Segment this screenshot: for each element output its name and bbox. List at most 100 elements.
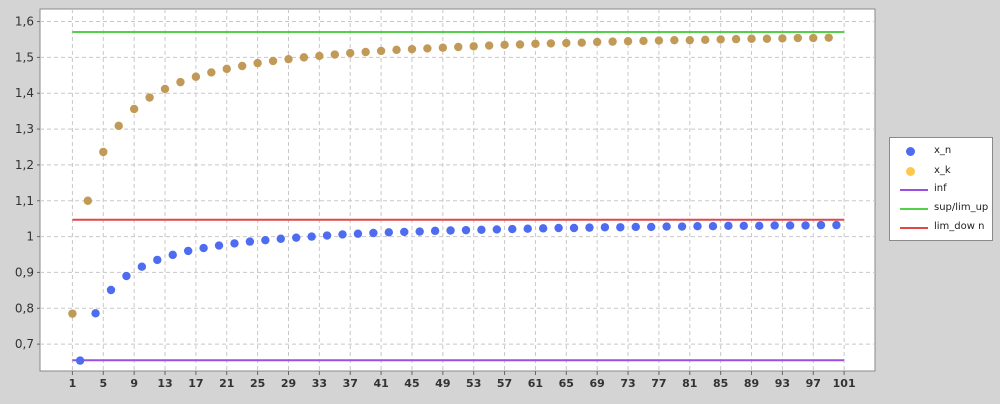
- legend-dot-icon: [906, 147, 915, 156]
- data-point-x-k: [99, 147, 108, 157]
- x-tick-label: 85: [713, 377, 728, 390]
- legend-label: inf: [934, 183, 947, 194]
- data-point-x-n: [739, 221, 749, 231]
- data-point-x-n: [569, 223, 579, 233]
- data-point-x-n: [137, 262, 147, 271]
- data-point-x-n: [415, 227, 424, 236]
- data-point-x-k: [454, 42, 463, 52]
- data-point-x-n: [677, 222, 687, 231]
- x-tick-label: 13: [157, 377, 172, 390]
- data-point-x-k: [361, 47, 370, 57]
- data-point-x-n: [755, 221, 764, 231]
- y-tick-label: 1: [26, 230, 34, 244]
- data-point-x-n: [75, 356, 85, 365]
- y-tick-label: 1,6: [15, 15, 34, 29]
- data-point-x-k: [577, 38, 586, 47]
- legend-label: x_k: [934, 165, 951, 176]
- x-tick-label: 69: [590, 377, 605, 390]
- data-point-x-n: [461, 225, 471, 235]
- data-point-x-k: [253, 58, 262, 68]
- data-point-x-k: [237, 61, 247, 71]
- data-point-x-k: [716, 35, 725, 44]
- x-tick-label: 9: [130, 377, 138, 390]
- data-point-x-k: [315, 51, 324, 61]
- x-tick-label: 57: [497, 377, 512, 390]
- legend-line-icon: [900, 189, 928, 191]
- y-tick-label: 1,3: [15, 122, 34, 136]
- x-tick-label: 21: [219, 377, 234, 390]
- data-point-x-n: [353, 229, 363, 238]
- data-point-x-k: [500, 40, 509, 50]
- data-point-x-k: [423, 44, 432, 53]
- legend-item-x-n: x_n: [890, 142, 992, 162]
- data-point-x-n: [693, 222, 702, 231]
- data-point-x-k: [114, 121, 123, 131]
- data-point-x-n: [106, 285, 116, 295]
- x-tick-label: 41: [373, 377, 388, 390]
- y-tick-label: 1,1: [15, 194, 34, 208]
- legend-label: lim_dow n: [934, 221, 985, 232]
- data-point-x-n: [430, 226, 440, 236]
- y-tick-label: 0,7: [15, 337, 34, 351]
- data-point-x-n: [245, 237, 255, 246]
- data-point-x-k: [778, 34, 787, 43]
- data-point-x-k: [809, 33, 818, 43]
- data-point-x-n: [647, 222, 656, 232]
- x-tick-label: 77: [651, 377, 666, 390]
- y-tick-label: 0,8: [15, 301, 34, 315]
- data-point-x-n: [214, 241, 224, 250]
- data-point-x-k: [546, 39, 556, 48]
- data-point-x-k: [469, 42, 478, 51]
- data-point-x-k: [608, 37, 617, 46]
- data-point-x-k: [670, 35, 679, 45]
- x-tick-label: 49: [435, 377, 450, 390]
- data-point-x-k: [747, 34, 756, 43]
- x-tick-label: 29: [281, 377, 296, 390]
- data-point-x-n: [230, 239, 239, 248]
- legend-line-icon: [900, 208, 928, 210]
- data-point-x-n: [183, 246, 193, 256]
- data-point-x-n: [616, 223, 625, 232]
- data-point-x-k: [531, 39, 540, 48]
- x-axis: 1 5 9 13 17 21 25 29 33 37 41 45 49 53 57 61 65 69 73 77 81 8…: [69, 371, 856, 390]
- x-tick-label: 25: [250, 377, 265, 390]
- data-point-x-k: [623, 37, 633, 46]
- data-point-x-k: [207, 68, 216, 77]
- y-tick-label: 1,2: [15, 158, 34, 172]
- data-point-x-n: [585, 223, 594, 232]
- x-tick-label: 81: [682, 377, 697, 390]
- data-point-x-n: [662, 222, 671, 231]
- data-point-x-k: [592, 37, 602, 47]
- legend-item-x-k: x_k: [890, 162, 992, 182]
- data-point-x-n: [400, 227, 409, 237]
- data-point-x-k: [284, 54, 293, 64]
- data-point-x-k: [407, 44, 417, 54]
- legend-line-icon: [900, 227, 928, 229]
- data-point-x-n: [492, 225, 502, 234]
- x-tick-label: 65: [559, 377, 574, 390]
- data-point-x-k: [376, 46, 386, 56]
- data-point-x-n: [816, 220, 826, 230]
- data-point-x-n: [322, 231, 332, 240]
- data-point-x-n: [724, 221, 733, 231]
- data-point-x-k: [484, 41, 494, 50]
- data-point-x-k: [793, 33, 803, 43]
- data-point-x-k: [654, 36, 664, 45]
- data-point-x-n: [708, 222, 718, 231]
- x-tick-label: 33: [312, 377, 327, 390]
- legend-item-sup-lim-up: sup/lim_up: [890, 199, 992, 219]
- data-point-x-n: [631, 222, 640, 232]
- x-tick-label: 61: [528, 377, 543, 390]
- x-tick-label: 53: [466, 377, 481, 390]
- data-point-x-k: [68, 309, 77, 318]
- data-point-x-k: [83, 196, 93, 205]
- data-point-x-k: [145, 93, 154, 102]
- data-point-x-n: [832, 220, 841, 230]
- x-tick-label: 37: [343, 377, 358, 390]
- data-point-x-n: [338, 230, 347, 239]
- x-tick-label: 5: [99, 377, 107, 390]
- data-point-x-k: [438, 43, 448, 52]
- data-point-x-k: [562, 38, 571, 48]
- legend-item-lim-down: lim_dow n: [890, 218, 992, 238]
- x-tick-label: 73: [620, 377, 635, 390]
